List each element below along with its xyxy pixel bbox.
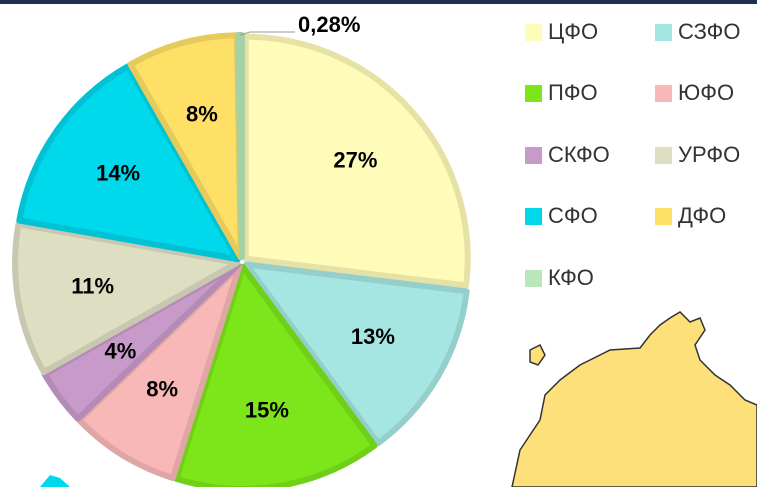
legend-swatch [655, 24, 672, 41]
slice [127, 32, 244, 261]
data-label: 11% [71, 273, 114, 298]
legend-label: КФО [548, 265, 594, 290]
slice [16, 63, 241, 263]
legend-label: СКФО [548, 142, 610, 167]
data-label: 15% [245, 397, 289, 422]
legend-label: СЗФО [678, 19, 741, 44]
legend-label: СФО [548, 203, 598, 228]
slice [12, 221, 241, 376]
data-label: 0,28% [298, 12, 360, 37]
legend-swatch [525, 85, 542, 102]
leader-line [239, 31, 296, 36]
data-label: 8% [146, 377, 178, 402]
legend-swatch [525, 24, 542, 41]
legend: ЦФО СЗФО ПФО ЮФО СКФО УРФО СФО ДФО КФО [525, 19, 741, 290]
data-label: 4% [105, 338, 137, 363]
legend-swatch [525, 147, 542, 164]
legend-swatch [525, 208, 542, 225]
legend-swatch [525, 270, 542, 287]
legend-swatch [655, 147, 672, 164]
slice [243, 261, 470, 447]
slice [235, 32, 245, 260]
data-label: 13% [351, 324, 395, 349]
map-decoration [40, 311, 757, 487]
top-bar [0, 0, 757, 4]
legend-swatch [655, 85, 672, 102]
legend-swatch [655, 208, 672, 225]
legend-label: ЦФО [548, 19, 598, 44]
legend-label: ЮФО [678, 80, 734, 105]
data-label: 27% [333, 147, 377, 172]
legend-label: ПФО [548, 80, 598, 105]
legend-label: УРФО [678, 142, 740, 167]
slice [173, 263, 378, 487]
data-label: 14% [96, 161, 140, 186]
legend-label: ДФО [678, 203, 726, 228]
slice [76, 263, 243, 482]
pie: 27% 13% 15% 8% 4% 11% 14% 8% 0,28% [12, 12, 471, 487]
slice [242, 33, 471, 289]
data-label: 8% [186, 102, 218, 127]
